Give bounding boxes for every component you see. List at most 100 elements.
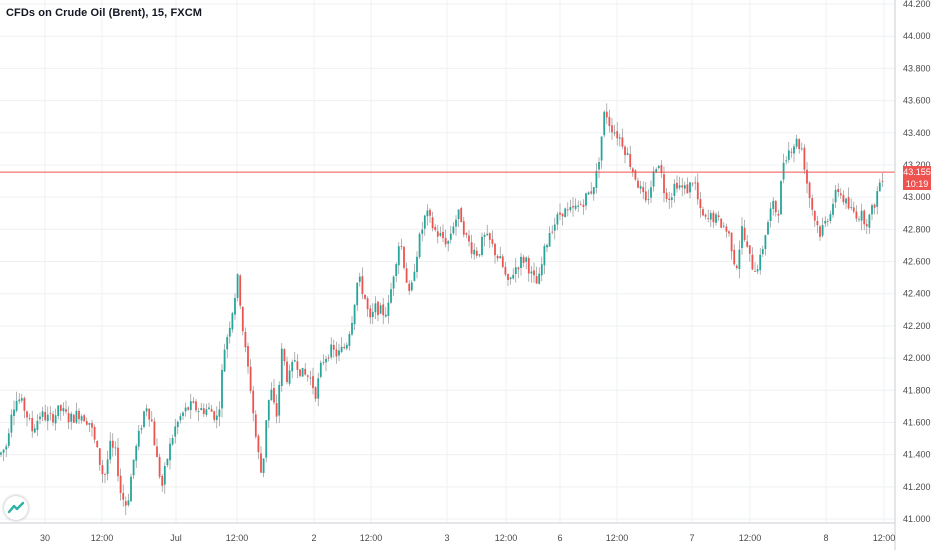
- candle-up: [109, 440, 112, 460]
- candle-up: [356, 282, 359, 306]
- candle-down: [717, 215, 720, 217]
- candle-down: [746, 241, 749, 247]
- candle-up: [655, 169, 658, 173]
- candle-up: [197, 411, 200, 412]
- x-tick-label: 12:00: [91, 533, 114, 543]
- candle-up: [345, 344, 348, 349]
- candle-up: [538, 273, 541, 284]
- candle-down: [26, 411, 28, 418]
- y-tick-label: 41.600: [903, 417, 931, 427]
- candle-down: [119, 475, 122, 493]
- candle-down: [65, 409, 67, 412]
- candle-down: [296, 361, 299, 370]
- candle-up: [231, 313, 234, 330]
- candle-down: [488, 233, 491, 240]
- candle-down: [676, 182, 678, 189]
- candle-down: [335, 349, 338, 357]
- candle-up: [132, 459, 135, 476]
- candle-up: [5, 446, 8, 450]
- y-tick-label: 42.200: [903, 321, 931, 331]
- candle-up: [455, 219, 457, 227]
- x-tick-label: 6: [557, 533, 562, 543]
- candle-down: [91, 423, 93, 428]
- candle-up: [208, 407, 210, 409]
- candle-up: [371, 311, 374, 318]
- candle-down: [733, 249, 736, 265]
- candle-down: [501, 256, 504, 267]
- candle-down: [96, 441, 99, 448]
- candle-down: [665, 192, 668, 199]
- candle-up: [876, 191, 879, 207]
- candle-down: [704, 214, 707, 217]
- candle-down: [442, 231, 444, 239]
- tradingview-logo-icon[interactable]: [4, 496, 28, 520]
- candle-up: [514, 267, 517, 274]
- candle-down: [806, 169, 808, 184]
- candle-up: [574, 205, 577, 209]
- candle-up: [13, 409, 15, 416]
- candle-up: [309, 377, 312, 379]
- candle-up: [780, 181, 782, 215]
- y-tick-label: 41.200: [903, 482, 931, 492]
- candle-up: [39, 416, 41, 420]
- x-tick-label: 12:00: [226, 533, 249, 543]
- x-tick-label: 12:00: [873, 533, 896, 543]
- x-tick-label: 12:00: [606, 533, 629, 543]
- candle-up: [130, 476, 132, 502]
- candle-down: [117, 447, 119, 477]
- candle-up: [413, 271, 416, 281]
- candle-down: [803, 147, 806, 170]
- candle-up: [553, 224, 556, 231]
- candle-down: [273, 388, 275, 403]
- candle-up: [509, 277, 512, 279]
- candle-down: [369, 308, 372, 318]
- candle-down: [621, 137, 624, 147]
- candle-down: [239, 275, 242, 306]
- candle-down: [774, 201, 777, 213]
- candle-down: [101, 465, 104, 475]
- candle-down: [52, 414, 54, 423]
- candle-up: [530, 271, 533, 274]
- price-axis[interactable]: 41.000 41.200 41.400 41.600 41.800 42.000 42.2…: [903, 0, 931, 524]
- candle-up: [20, 398, 23, 401]
- candle-down: [122, 493, 125, 500]
- candle-down: [748, 245, 751, 254]
- candle-down: [559, 212, 561, 215]
- candle-down: [158, 456, 161, 477]
- candle-down: [249, 366, 252, 391]
- candle-down: [522, 256, 525, 263]
- candle-down: [496, 256, 499, 259]
- candle-up: [57, 405, 60, 416]
- candle-up: [587, 192, 590, 195]
- candle-up: [200, 408, 203, 410]
- candle-up: [670, 197, 673, 201]
- candle-up: [114, 447, 117, 449]
- x-tick-label: 12:00: [739, 533, 762, 543]
- candle-down: [873, 204, 876, 208]
- candle-up: [598, 162, 600, 170]
- candle-down: [572, 206, 574, 208]
- candle-down: [725, 226, 728, 232]
- candle-up: [267, 399, 270, 421]
- candle-down: [605, 111, 608, 118]
- candle-down: [429, 209, 431, 216]
- candle-down: [494, 243, 496, 256]
- x-tick-label: 3: [444, 533, 449, 543]
- candle-down: [702, 209, 704, 216]
- candle-down: [327, 357, 330, 359]
- candle-down: [254, 414, 257, 437]
- y-tick-label: 43.000: [903, 192, 931, 202]
- candle-up: [449, 233, 452, 240]
- candle-up: [80, 416, 83, 421]
- candle-down: [668, 198, 671, 200]
- candle-up: [657, 166, 660, 168]
- candle-up: [390, 289, 392, 303]
- candle-down: [582, 204, 585, 207]
- candle-up: [626, 153, 629, 155]
- candle-up: [348, 334, 351, 346]
- candle-down: [624, 146, 626, 156]
- candle-down: [470, 242, 473, 254]
- x-tick-label: 7: [689, 533, 694, 543]
- time-axis[interactable]: 30 12:00 Jul 12:00 2 12:00 3 12:00 6 12:00 7 12:00 8…: [40, 533, 895, 543]
